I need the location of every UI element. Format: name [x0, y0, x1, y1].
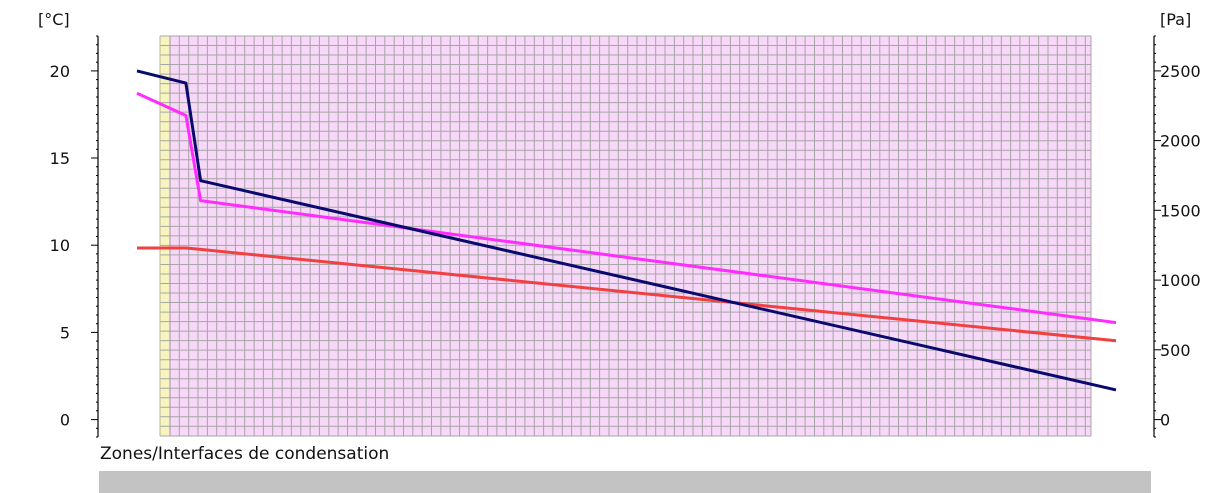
left-tick-label: 0	[60, 411, 70, 430]
right-axis-unit: [Pa]	[1160, 10, 1191, 29]
right-tick-label: 0	[1160, 411, 1170, 430]
right-tick-label: 1000	[1160, 271, 1201, 290]
condensation-zones-bar	[99, 471, 1151, 493]
series-line-0	[136, 69, 1117, 392]
left-tick-label: 5	[60, 323, 70, 342]
left-tick-label: 20	[50, 62, 70, 81]
left-tick-label: 15	[50, 149, 70, 168]
right-tick-label: 500	[1160, 341, 1191, 360]
left-axis-unit: [°C]	[38, 10, 70, 29]
right-tick-label: 2000	[1160, 132, 1201, 151]
condensation-zones-label: Zones/Interfaces de condensation	[100, 444, 390, 464]
series-line-2	[137, 246, 1117, 343]
right-tick-label: 1500	[1160, 201, 1201, 220]
series-line-1	[136, 91, 1117, 325]
left-tick-label: 10	[50, 236, 70, 255]
right-tick-label: 2500	[1160, 62, 1201, 81]
